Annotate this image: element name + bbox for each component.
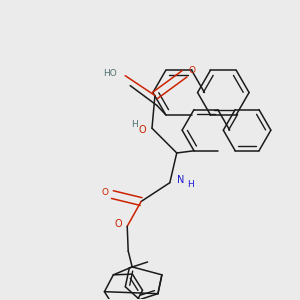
Text: N: N (177, 175, 184, 185)
Text: H: H (131, 120, 138, 129)
Text: O: O (101, 188, 108, 197)
Text: H: H (187, 180, 194, 189)
Text: O: O (138, 125, 146, 135)
Text: O: O (189, 66, 196, 75)
Text: O: O (115, 219, 122, 229)
Text: HO: HO (103, 69, 117, 78)
